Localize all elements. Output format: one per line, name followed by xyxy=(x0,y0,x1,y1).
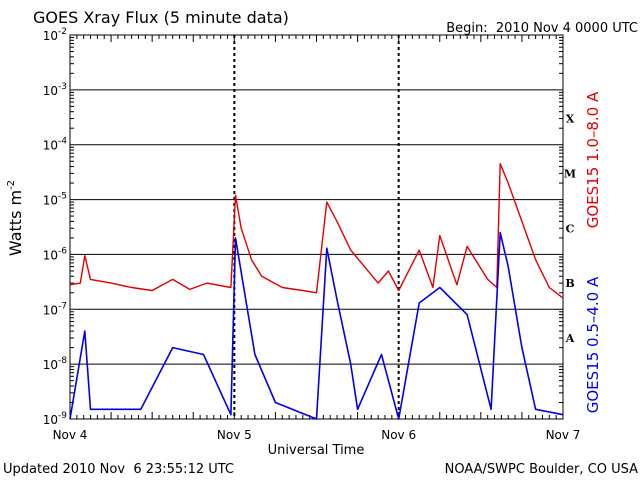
x-axis-title: Universal Time xyxy=(268,443,365,458)
y-tick-base: 10 xyxy=(43,248,58,262)
y-tick-label: 10-6 xyxy=(43,246,68,262)
flare-class-a: A xyxy=(565,332,575,345)
source-credit: NOAA/SWPC Boulder, CO USA xyxy=(445,462,638,477)
legend-goes15-long: GOES15 1.0–8.0 A xyxy=(584,91,602,228)
series-short-wavelength-line xyxy=(69,231,564,420)
x-tick-label: Nov 4 xyxy=(53,428,88,442)
y-tick-exponent: -3 xyxy=(58,82,67,92)
updated-time: Updated 2010 Nov 6 23:55:12 UTC xyxy=(3,462,234,477)
y-tick-exponent: -6 xyxy=(58,246,67,256)
x-tick-label: Nov 6 xyxy=(381,428,416,442)
x-tick-label: Nov 5 xyxy=(217,428,252,442)
y-tick-exponent: -5 xyxy=(58,192,67,202)
y-tick-exponent: -2 xyxy=(58,27,67,37)
x-tick-label: Nov 7 xyxy=(546,428,581,442)
y-tick-label: 10-2 xyxy=(43,27,67,43)
y-tick-exponent: -7 xyxy=(58,301,67,311)
y-tick-base: 10 xyxy=(43,413,58,427)
plot-frame xyxy=(69,34,564,420)
flare-class-c: C xyxy=(566,222,575,235)
y-axis-title-exponent: -2 xyxy=(6,180,17,190)
y-tick-base: 10 xyxy=(43,194,58,208)
y-tick-base: 10 xyxy=(43,29,58,43)
flare-class-x: X xyxy=(566,113,575,126)
y-axis: 10-910-810-710-610-510-410-310-2 xyxy=(43,27,68,427)
legend-goes15-short: GOES15 0.5–4.0 A xyxy=(584,276,602,413)
y-tick-exponent: -4 xyxy=(58,137,67,147)
y-tick-base: 10 xyxy=(43,84,58,98)
y-tick-base: 10 xyxy=(43,358,58,372)
y-tick-label: 10-9 xyxy=(43,411,68,427)
begin-time: Begin: 2010 Nov 4 0000 UTC xyxy=(446,21,638,36)
y-tick-label: 10-5 xyxy=(43,192,67,208)
flare-class-b: B xyxy=(565,277,574,290)
series-long-wavelength-line xyxy=(69,163,564,299)
y-tick-base: 10 xyxy=(43,303,58,317)
y-tick-label: 10-3 xyxy=(43,82,67,98)
plot-series xyxy=(69,163,564,420)
grid xyxy=(70,34,563,420)
y-tick-exponent: -9 xyxy=(58,411,67,421)
y-axis-title-base: Watts m xyxy=(6,190,25,256)
flare-class-labels: A B C M X xyxy=(564,113,576,345)
chart-title: GOES Xray Flux (5 minute data) xyxy=(33,8,289,27)
y-tick-label: 10-4 xyxy=(43,137,68,153)
flare-class-m: M xyxy=(564,167,576,180)
y-axis-title: Watts m-2 xyxy=(6,180,25,256)
y-tick-label: 10-8 xyxy=(43,356,68,372)
y-tick-label: 10-7 xyxy=(43,301,67,317)
y-tick-exponent: -8 xyxy=(58,356,67,366)
y-tick-base: 10 xyxy=(43,139,58,153)
